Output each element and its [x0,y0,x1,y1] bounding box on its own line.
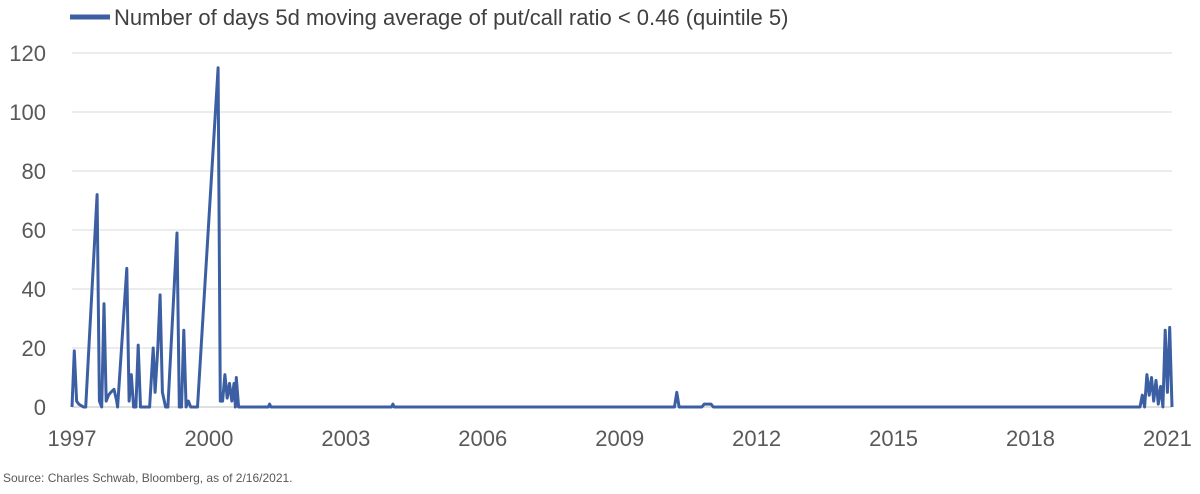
y-tick-label: 100 [9,100,46,125]
x-tick-label: 2003 [321,426,370,451]
y-axis-tick-labels: 0 20 40 60 80 100 120 [9,41,46,420]
source-note: Source: Charles Schwab, Bloomberg, as of… [3,471,293,485]
x-axis-tick-labels: 1997 2000 2003 2006 2009 2012 2015 2018 2021 [48,426,1192,451]
y-tick-label: 40 [22,277,46,302]
gridlines [72,52,1172,408]
series-layer [70,66,1174,409]
x-tick-label: 2018 [1006,426,1055,451]
y-tick-label: 120 [9,41,46,66]
x-tick-label: 2012 [732,426,781,451]
series-line-0 [70,66,1174,409]
x-tick-label: 2015 [869,426,918,451]
x-tick-label: 2006 [458,426,507,451]
x-tick-label: 2021 [1143,426,1192,451]
y-tick-label: 60 [22,218,46,243]
y-tick-label: 0 [34,395,46,420]
y-tick-label: 80 [22,159,46,184]
x-tick-label: 2000 [184,426,233,451]
y-tick-label: 20 [22,336,46,361]
chart-legend: Number of days 5d moving average of put/… [70,5,788,30]
legend-label: Number of days 5d moving average of put/… [114,5,788,30]
x-tick-label: 2009 [595,426,644,451]
x-tick-label: 1997 [48,426,97,451]
